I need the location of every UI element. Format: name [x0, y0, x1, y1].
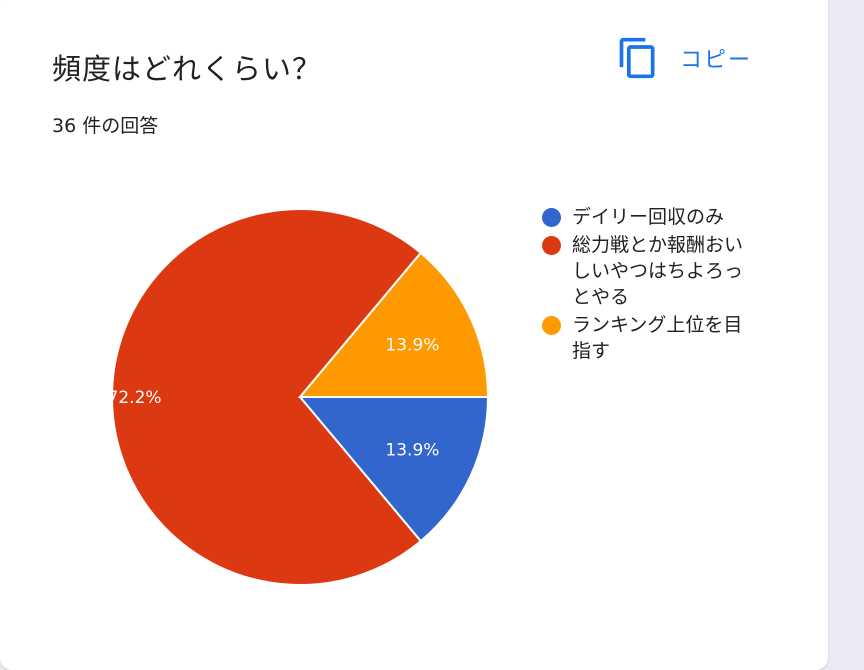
legend-label: 総力戦とか報酬おい [572, 234, 744, 256]
legend-label: デイリー回収のみ [572, 206, 725, 228]
legend-label: とやる [572, 286, 630, 308]
legend-item: ランキング上位を目 指す [542, 312, 772, 364]
legend-item: デイリー回収のみ [542, 204, 772, 230]
pie-slice [297, 251, 490, 398]
pie-slice [111, 208, 423, 586]
copy-button[interactable]: コピー [616, 34, 752, 82]
question-title: 頻度はどれくらい？ [52, 52, 323, 86]
pie-slice [297, 396, 490, 543]
copy-icon [616, 36, 660, 80]
copy-button-label: コピー [680, 48, 753, 73]
pie-chart: 13.9% 72.2% 13.9% [108, 208, 490, 586]
legend-swatch [542, 316, 561, 335]
legend-label: ランキング上位を目 [572, 314, 743, 336]
slice-percent-label: 13.9% [385, 336, 439, 356]
legend-swatch [542, 208, 561, 227]
legend-label: しいやつはちよろっ [572, 260, 744, 282]
slice-percent-label: 13.9% [385, 440, 439, 460]
legend-item: 総力戦とか報酬おい しいやつはちよろっ とやる [542, 232, 772, 310]
legend-swatch [542, 236, 561, 255]
response-count: 36 件の回答 [52, 115, 159, 137]
chart-legend: デイリー回収のみ 総力戦とか報酬おい しいやつはちよろっ とやる ランキング上位を目 指す [542, 204, 772, 366]
legend-label: 指す [572, 340, 611, 362]
slice-percent-label: 72.2% [108, 388, 162, 408]
